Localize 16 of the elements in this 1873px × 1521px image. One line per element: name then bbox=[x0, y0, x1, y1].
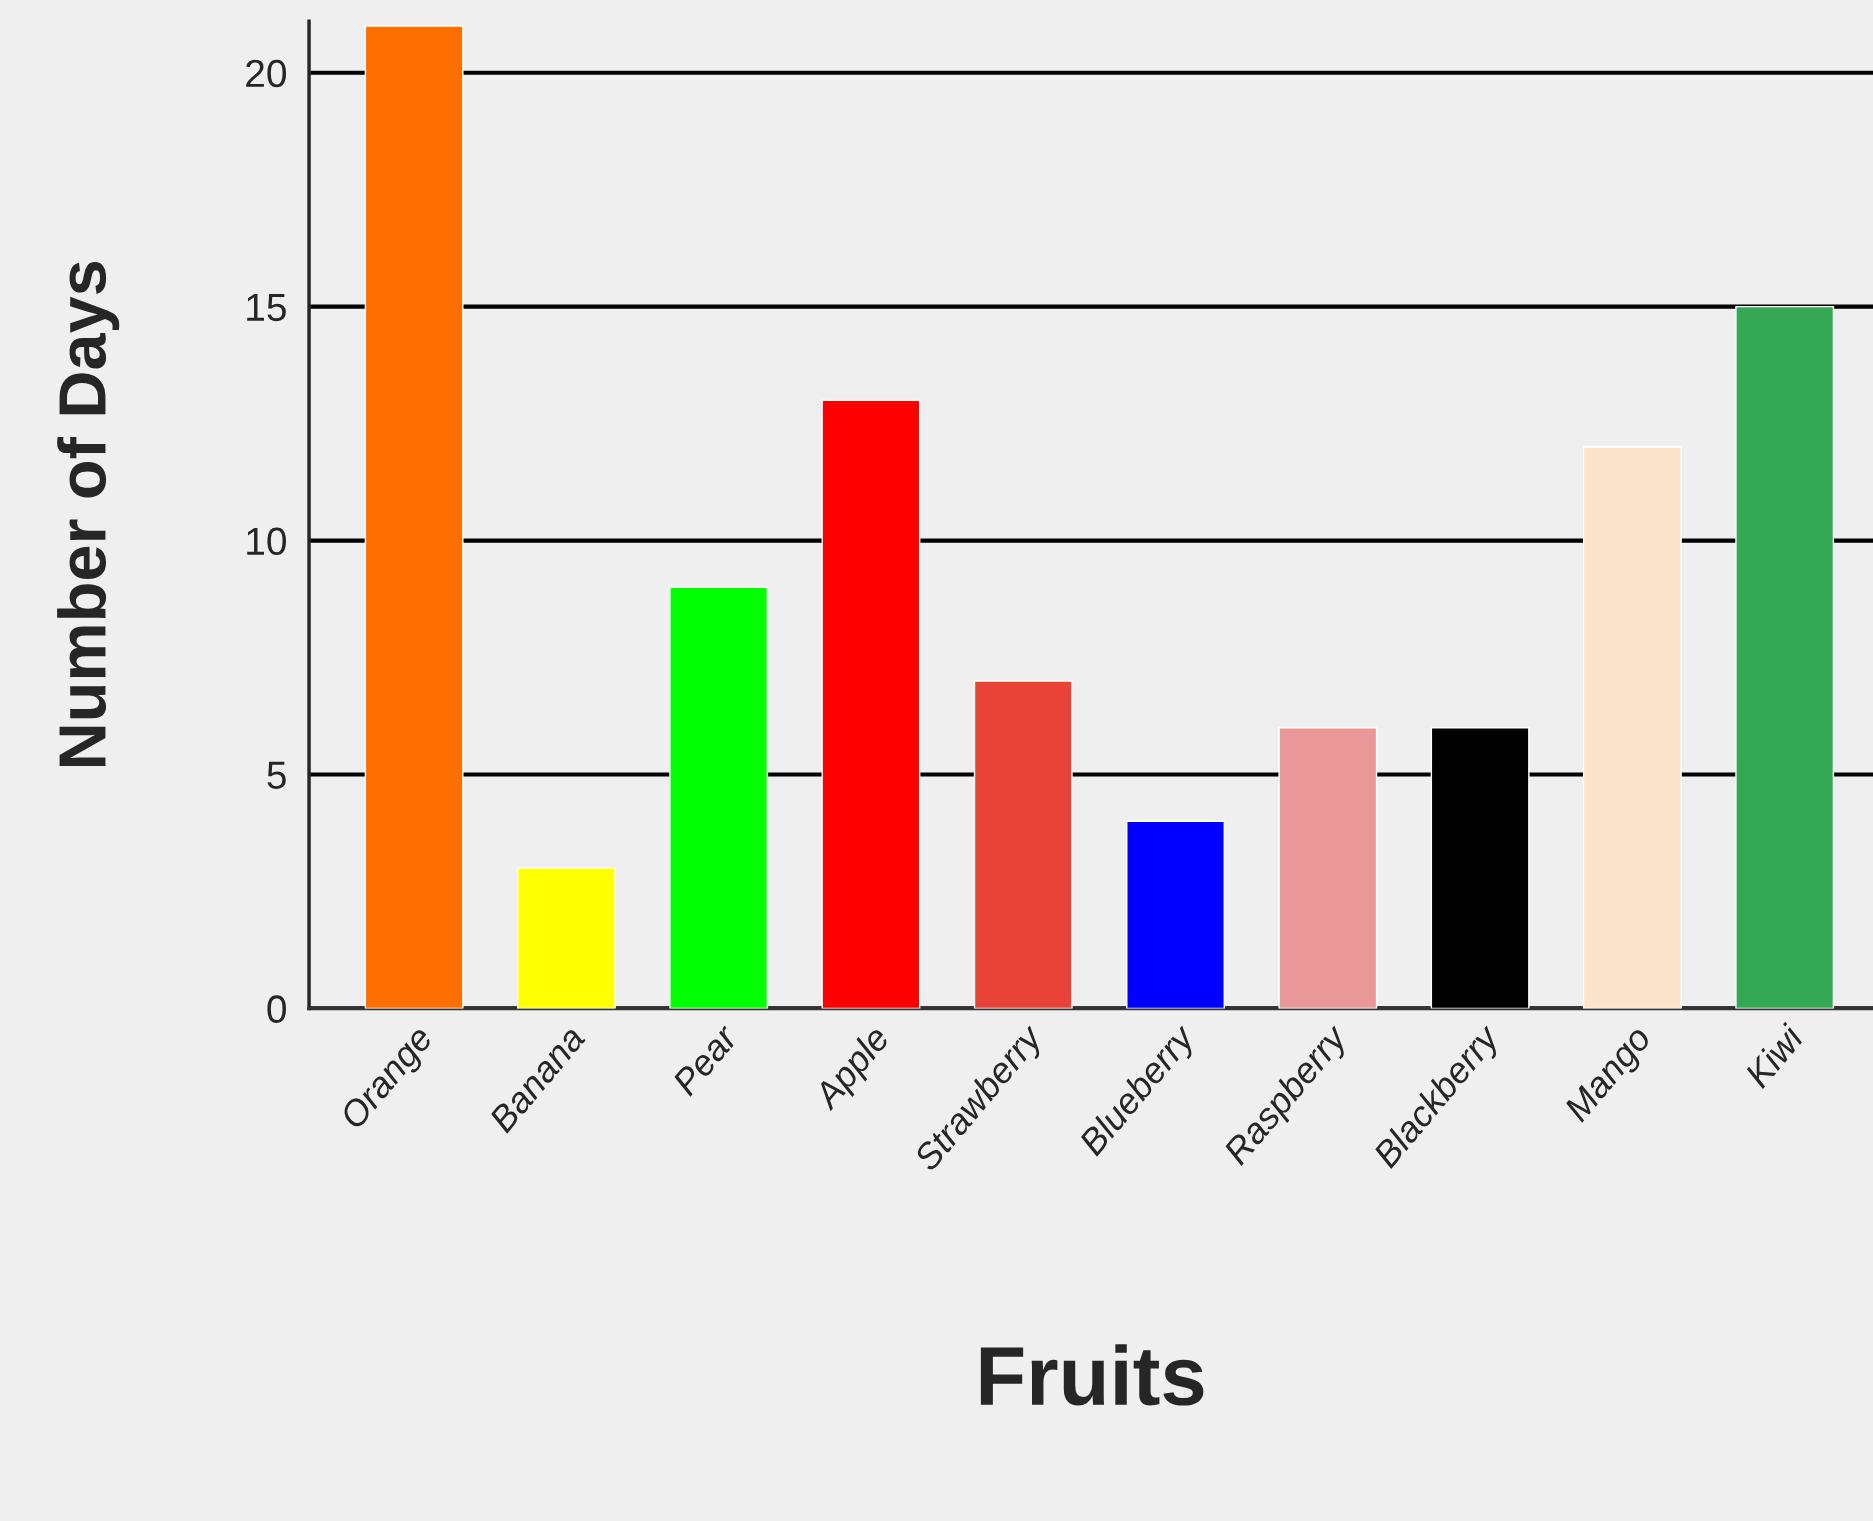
y-tick-label: 20 bbox=[246, 59, 286, 88]
y-axis-title: Number of Days bbox=[57, 261, 120, 766]
bar bbox=[973, 680, 1073, 1009]
bar bbox=[1278, 727, 1378, 1009]
bar bbox=[1126, 820, 1225, 1009]
y-tick-label: 15 bbox=[247, 294, 286, 322]
y-tick-label: 0 bbox=[267, 995, 286, 1023]
bar bbox=[364, 25, 464, 1009]
y-tick-label: 10 bbox=[247, 527, 286, 556]
y-tick-label: 5 bbox=[267, 761, 286, 789]
bar bbox=[669, 586, 769, 1009]
bar bbox=[516, 867, 616, 1009]
bar bbox=[1735, 305, 1835, 1009]
bar bbox=[1582, 446, 1682, 1009]
bar bbox=[821, 399, 921, 1009]
x-axis-title: Fruits bbox=[980, 1344, 1204, 1406]
